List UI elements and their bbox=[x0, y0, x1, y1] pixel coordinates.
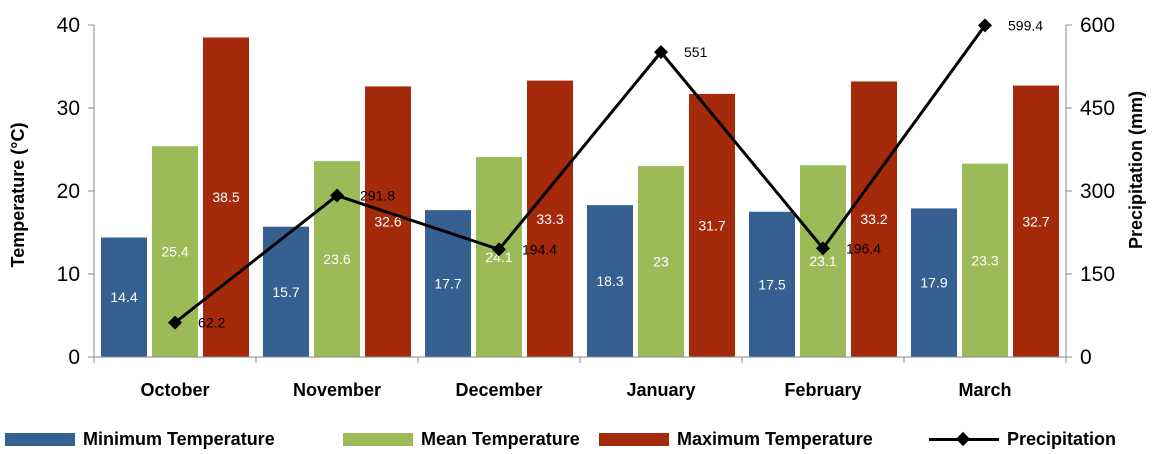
y2-axis-title: Precipitation (mm) bbox=[1126, 91, 1146, 249]
category-labels: October November December January February Ma… bbox=[140, 380, 1011, 400]
precipitation-marker bbox=[654, 45, 668, 60]
bar bbox=[911, 208, 957, 357]
bar bbox=[527, 80, 573, 358]
y2-tick-label: 450 bbox=[1080, 97, 1115, 120]
bar-data-label: 14.4 bbox=[110, 289, 137, 305]
x-category-label: February bbox=[784, 380, 861, 400]
precipitation-marker bbox=[168, 315, 182, 330]
bar bbox=[962, 163, 1008, 357]
bar bbox=[203, 37, 249, 357]
line-series: 62.2 291.8 194.4 551 196.4 599.4 bbox=[168, 17, 1043, 331]
bar bbox=[587, 205, 633, 357]
x-category-label: January bbox=[626, 380, 695, 400]
y2-tick-label: 600 bbox=[1080, 14, 1115, 37]
precipitation-marker bbox=[330, 188, 344, 203]
precipitation-line bbox=[174, 24, 987, 324]
y-axis-title: Temperature (°C) bbox=[8, 123, 28, 268]
bar-data-label: 33.3 bbox=[536, 211, 563, 227]
legend-label: Maximum Temperature bbox=[677, 428, 873, 449]
bar-data-label: 15.7 bbox=[272, 284, 299, 300]
bar bbox=[1013, 85, 1059, 357]
precipitation-marker bbox=[492, 242, 506, 257]
bar-data-label: 38.5 bbox=[212, 189, 239, 205]
x-category-label: December bbox=[455, 380, 542, 400]
y2-tick-label: 0 bbox=[1080, 346, 1092, 369]
x-category-label: October bbox=[140, 380, 209, 400]
bar-data-label: 25.4 bbox=[161, 244, 188, 260]
bar-data-label: 32.7 bbox=[1022, 213, 1049, 229]
y-tick-label: 10 bbox=[57, 263, 80, 286]
precipitation-data-label: 291.8 bbox=[360, 188, 395, 204]
x-category-label: November bbox=[293, 380, 381, 400]
legend-swatch bbox=[5, 432, 75, 446]
bar-series: 14.4 25.4 38.5 15.7 23.6 32.6 17.7 24.1 33.3 18.3… bbox=[101, 37, 1059, 358]
precipitation-marker bbox=[978, 18, 992, 33]
axes bbox=[93, 25, 1067, 363]
precipitation-data-label: 62.2 bbox=[198, 315, 225, 331]
bar-data-label: 24.1 bbox=[485, 249, 512, 265]
bar bbox=[800, 165, 846, 357]
legend-line-marker bbox=[929, 431, 999, 446]
bar bbox=[851, 81, 897, 357]
bar-data-label: 17.5 bbox=[758, 276, 785, 292]
legend-item-mean-temperature: Mean Temperature bbox=[343, 424, 580, 454]
bar bbox=[638, 166, 684, 357]
y-tick-label: 0 bbox=[68, 346, 80, 369]
right-axis-ticks: 0 150 300 450 600 bbox=[1066, 14, 1115, 369]
bar bbox=[476, 156, 522, 357]
precipitation-data-label: 599.4 bbox=[1008, 17, 1043, 33]
bar-data-label: 31.7 bbox=[698, 217, 725, 233]
legend-label: Mean Temperature bbox=[421, 428, 580, 449]
precipitation-marker bbox=[816, 241, 830, 256]
bar-data-label: 32.6 bbox=[374, 214, 401, 230]
legend-item-precipitation: Precipitation bbox=[929, 424, 1116, 454]
left-axis-ticks: 0 10 20 30 40 bbox=[57, 14, 94, 369]
legend-swatch bbox=[343, 432, 413, 446]
bar-data-label: 18.3 bbox=[596, 273, 623, 289]
y-tick-label: 20 bbox=[57, 180, 80, 203]
legend-item-minimum-temperature: Minimum Temperature bbox=[5, 424, 275, 454]
legend-item-maximum-temperature: Maximum Temperature bbox=[599, 424, 873, 454]
bar-data-label: 17.9 bbox=[920, 275, 947, 291]
y2-tick-label: 300 bbox=[1080, 180, 1115, 203]
bar bbox=[101, 237, 147, 357]
bar-data-label: 23.1 bbox=[809, 253, 836, 269]
precipitation-data-label: 194.4 bbox=[522, 241, 557, 257]
legend: Minimum Temperature Mean Temperature Max… bbox=[0, 424, 1157, 454]
bar-data-label: 23 bbox=[653, 254, 669, 270]
bar-data-label: 33.2 bbox=[860, 211, 887, 227]
legend-label: Minimum Temperature bbox=[83, 428, 275, 449]
legend-swatch bbox=[599, 432, 669, 446]
bar bbox=[425, 210, 471, 357]
y-tick-label: 40 bbox=[57, 14, 80, 37]
bar-data-label: 17.7 bbox=[434, 276, 461, 292]
precipitation-data-label: 551 bbox=[684, 44, 708, 60]
bar bbox=[689, 93, 735, 357]
bar bbox=[749, 211, 795, 357]
y2-tick-label: 150 bbox=[1080, 263, 1115, 286]
y-tick-label: 30 bbox=[57, 97, 80, 120]
bar-data-label: 23.6 bbox=[323, 251, 350, 267]
bar-data-label: 23.3 bbox=[971, 252, 998, 268]
precipitation-data-label: 196.4 bbox=[846, 240, 881, 256]
x-category-label: March bbox=[958, 380, 1011, 400]
bar bbox=[365, 86, 411, 358]
legend-label: Precipitation bbox=[1007, 428, 1117, 449]
